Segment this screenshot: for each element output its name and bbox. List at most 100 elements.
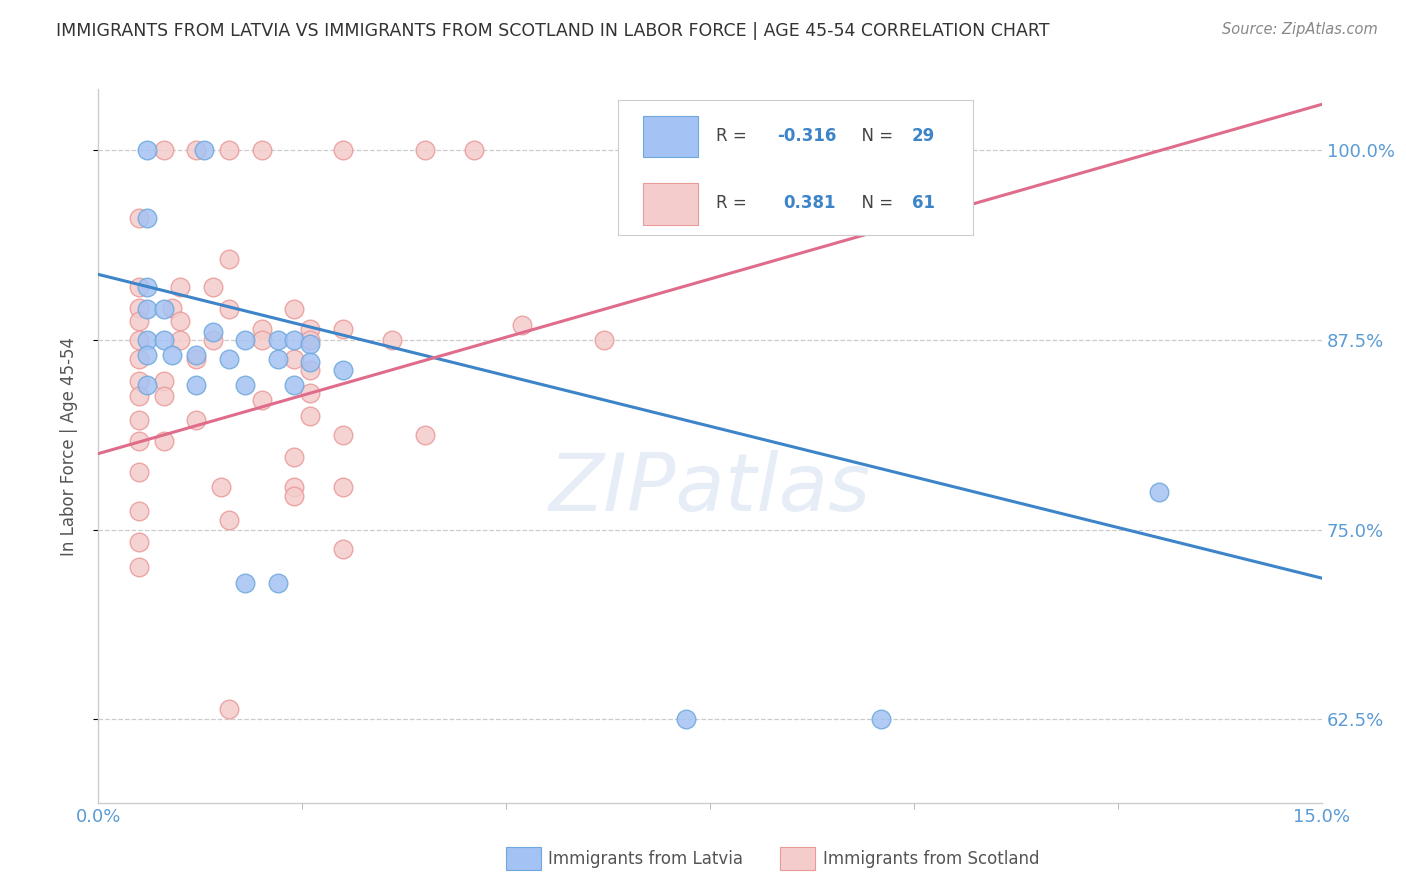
Point [136,279,159,293]
Text: -0.316: -0.316 [778,127,837,145]
Text: 61: 61 [912,194,935,212]
Point [152,302,174,317]
Point [218,302,240,317]
Point [299,333,322,347]
Point [250,393,273,408]
Point [593,333,616,347]
Text: Immigrants from Latvia: Immigrants from Latvia [548,850,744,868]
Point [675,712,697,726]
Point [332,363,354,377]
Point [128,374,150,388]
Point [332,428,354,442]
Point [193,143,215,157]
Point [283,489,305,503]
Point [128,504,150,518]
Point [186,378,208,392]
Point [283,378,305,392]
Point [128,534,150,549]
Point [136,348,159,362]
Point [332,542,354,557]
Point [160,348,183,362]
Point [218,352,240,367]
Point [128,211,150,226]
Text: ZIPatlas: ZIPatlas [548,450,872,528]
Point [128,434,150,449]
Point [250,333,273,347]
Point [152,143,174,157]
Point [209,480,232,494]
Point [152,374,174,388]
Point [201,279,224,293]
Point [250,322,273,336]
Point [186,413,208,427]
Point [250,143,273,157]
Point [169,279,191,293]
Point [463,143,485,157]
Text: IMMIGRANTS FROM LATVIA VS IMMIGRANTS FROM SCOTLAND IN LABOR FORCE | AGE 45-54 CO: IMMIGRANTS FROM LATVIA VS IMMIGRANTS FRO… [56,22,1050,40]
Point [128,301,150,315]
Point [128,314,150,328]
Point [870,712,893,726]
FancyBboxPatch shape [643,184,697,225]
Point [299,355,322,369]
Point [1147,484,1170,499]
Point [381,333,404,347]
Point [136,211,159,226]
Point [299,337,322,351]
Point [332,480,354,494]
Text: 29: 29 [912,127,935,145]
Point [169,333,191,347]
Point [128,560,150,574]
Point [218,701,240,715]
Point [283,450,305,464]
Point [128,352,150,367]
Text: Source: ZipAtlas.com: Source: ZipAtlas.com [1222,22,1378,37]
Point [128,413,150,427]
Point [267,352,290,367]
Point [299,409,322,423]
Point [299,385,322,400]
Point [136,302,159,317]
Point [299,363,322,377]
Point [267,333,290,347]
Point [218,143,240,157]
Point [233,575,256,590]
Point [332,322,354,336]
Point [169,314,191,328]
Y-axis label: In Labor Force | Age 45-54: In Labor Force | Age 45-54 [59,336,77,556]
Point [267,575,290,590]
Point [136,378,159,392]
FancyBboxPatch shape [643,116,697,157]
Point [283,302,305,317]
Point [233,333,256,347]
Point [283,480,305,494]
Point [218,513,240,527]
Point [152,389,174,403]
Text: Immigrants from Scotland: Immigrants from Scotland [823,850,1039,868]
Point [413,428,436,442]
Point [136,143,159,157]
Point [723,143,745,157]
Point [152,333,174,347]
Point [201,333,224,347]
Point [186,348,208,362]
Point [128,279,150,293]
Text: N =: N = [851,127,898,145]
Point [283,333,305,347]
Point [283,352,305,367]
Point [186,352,208,367]
Text: N =: N = [851,194,898,212]
FancyBboxPatch shape [619,100,973,235]
Text: 0.381: 0.381 [783,194,837,212]
Point [128,333,150,347]
Point [136,333,159,347]
Point [233,378,256,392]
Point [128,465,150,479]
Text: R =: R = [716,194,758,212]
Text: R =: R = [716,127,752,145]
Point [128,389,150,403]
Point [160,301,183,315]
Point [299,322,322,336]
Point [218,252,240,267]
Point [413,143,436,157]
